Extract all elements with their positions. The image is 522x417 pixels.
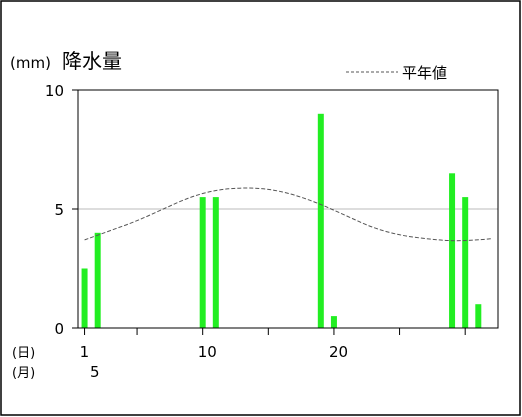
- bar: [475, 304, 482, 328]
- unit-label: (mm): [10, 54, 51, 72]
- y-tick-label: 5: [54, 201, 64, 219]
- bar: [212, 197, 219, 328]
- bar: [462, 197, 469, 328]
- bar: [94, 232, 101, 328]
- bar: [81, 268, 88, 328]
- y-tick-label: 0: [54, 320, 64, 338]
- y-axis-ticks: 0 5 10: [45, 82, 78, 338]
- bar: [449, 173, 456, 328]
- month-row-label: (月): [12, 366, 35, 381]
- x-axis-ticks: 1 10 20: [80, 328, 466, 361]
- y-tick-label: 10: [45, 82, 64, 100]
- plot-area-border: [77, 89, 499, 329]
- day-row-label: (日): [12, 346, 35, 361]
- normal-line: [84, 187, 492, 242]
- bar: [330, 316, 337, 328]
- month-value: 5: [90, 363, 100, 381]
- x-tick-label: 1: [80, 343, 90, 361]
- x-tick-label: 20: [329, 343, 348, 361]
- chart-title: 降水量: [62, 49, 122, 73]
- bar: [317, 113, 324, 328]
- legend-label-normal: 平年値: [402, 64, 447, 82]
- x-tick-label: 10: [198, 343, 217, 361]
- bar: [199, 197, 206, 328]
- bars: [81, 113, 482, 328]
